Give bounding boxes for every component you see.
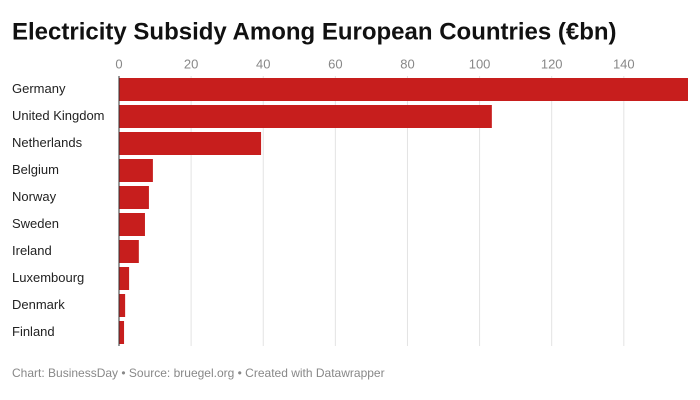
x-tick-label: 0 <box>115 56 122 71</box>
category-label: Netherlands <box>12 135 83 150</box>
footer: Chart: BusinessDay • Source: bruegel.org… <box>12 366 385 380</box>
bar <box>119 186 149 209</box>
category-label: Germany <box>12 81 66 96</box>
category-label: Sweden <box>12 216 59 231</box>
bar <box>119 78 688 101</box>
x-tick-label: 60 <box>328 56 342 71</box>
bar <box>119 294 126 317</box>
category-label: Belgium <box>12 162 59 177</box>
bar <box>119 321 125 344</box>
bar <box>119 213 145 236</box>
bar <box>119 267 130 290</box>
category-label: Norway <box>12 189 57 204</box>
category-label: Denmark <box>12 297 65 312</box>
bar <box>119 159 153 182</box>
category-label: Ireland <box>12 243 52 258</box>
chart-title: Electricity Subsidy Among European Count… <box>12 18 617 45</box>
category-label: Luxembourg <box>12 270 84 285</box>
category-label: United Kingdom <box>12 108 105 123</box>
x-tick-label: 120 <box>541 56 563 71</box>
x-tick-label: 40 <box>256 56 270 71</box>
category-label: Finland <box>12 324 55 339</box>
x-tick-label: 100 <box>469 56 491 71</box>
bar <box>119 132 262 155</box>
x-tick-label: 20 <box>184 56 198 71</box>
bar <box>119 105 492 128</box>
x-tick-label: 140 <box>613 56 635 71</box>
bar <box>119 240 139 263</box>
x-tick-label: 80 <box>400 56 414 71</box>
